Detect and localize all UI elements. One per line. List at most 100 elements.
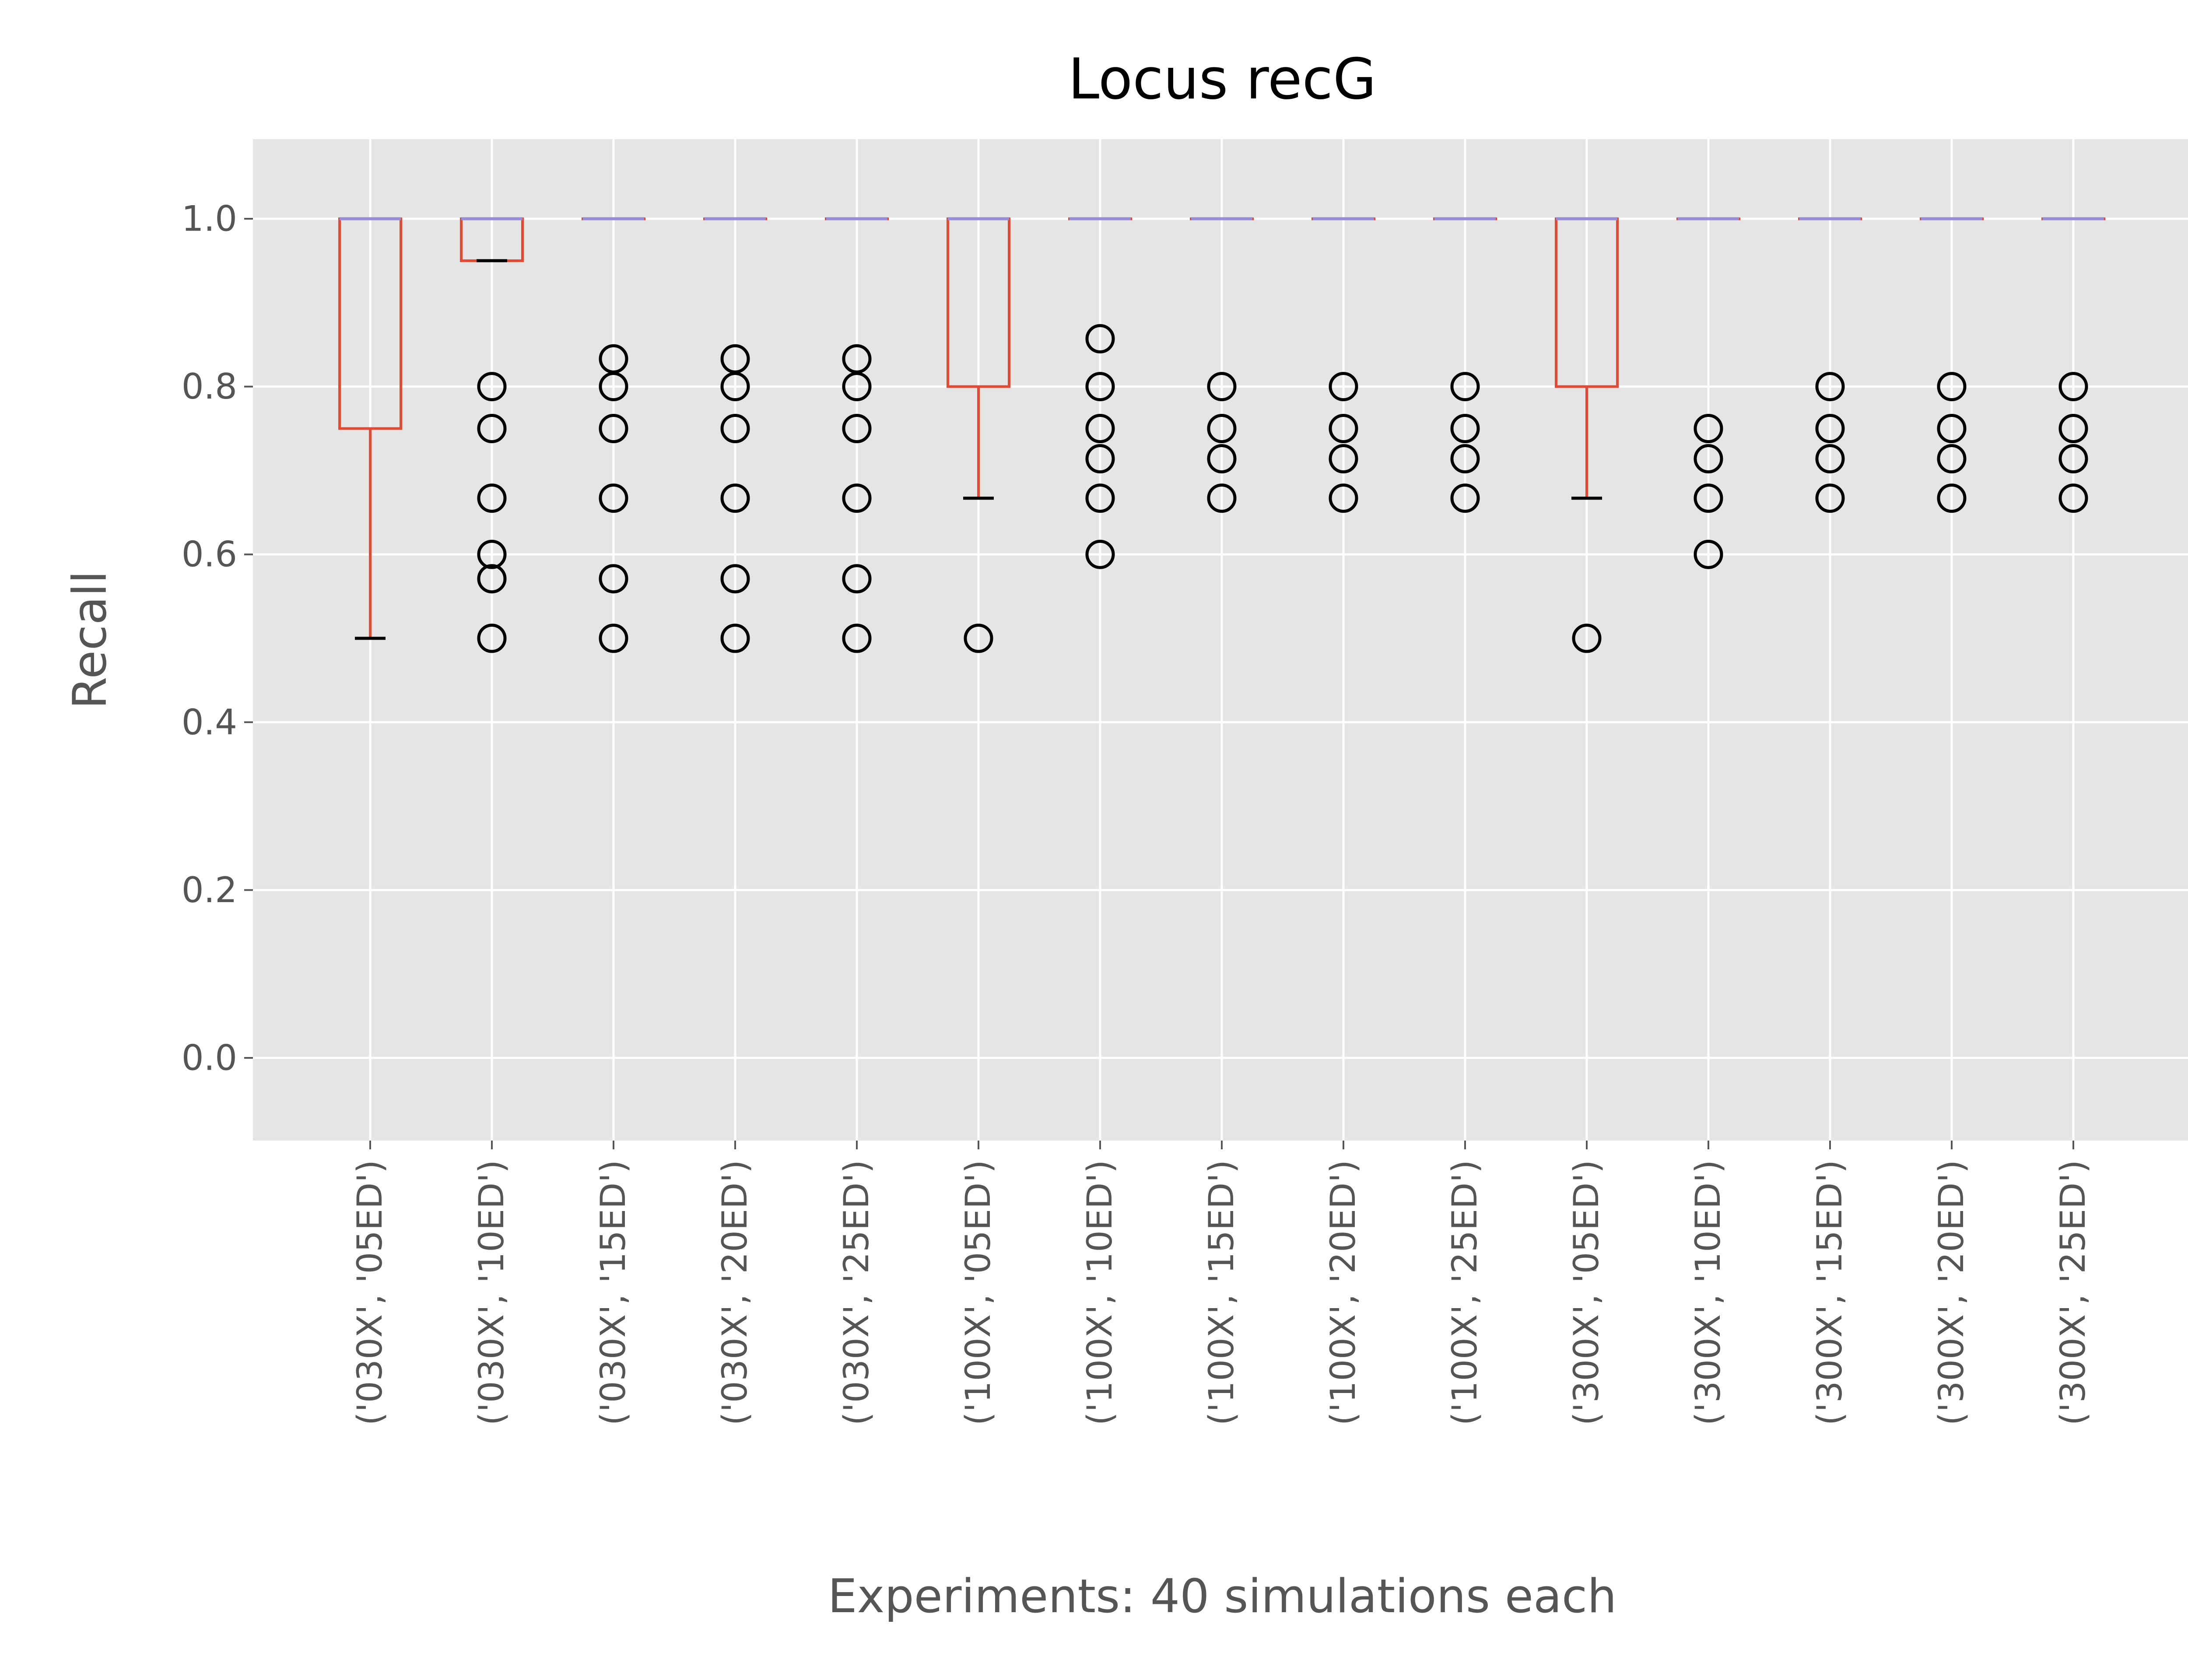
flier-point — [599, 483, 628, 513]
box-group — [1555, 217, 1619, 653]
x-tick-label: ('030X', '05ED') — [351, 1160, 390, 1425]
x-tick-label: ('030X', '25ED') — [837, 1160, 877, 1425]
x-axis-label: Experiments: 40 simulations each — [828, 1569, 1617, 1623]
flier-point — [599, 414, 628, 443]
flier-point — [842, 564, 872, 594]
flier-point — [599, 623, 628, 653]
flier-point — [720, 623, 750, 653]
flier-point — [1450, 414, 1480, 443]
flier-point — [720, 564, 750, 594]
flier-point — [1450, 372, 1480, 402]
y-tick-label: 0.0 — [182, 1038, 237, 1078]
flier-point — [1085, 539, 1115, 569]
y-tick-label: 0.2 — [182, 870, 237, 910]
chart-title: Locus recG — [1068, 47, 1376, 112]
flier-point — [477, 564, 507, 594]
flier-point — [477, 539, 507, 569]
x-tick-label: ('100X', '05ED') — [959, 1160, 998, 1425]
flier-point — [477, 483, 507, 513]
flier-point — [1207, 444, 1237, 474]
x-tick-label: ('300X', '05ED') — [1567, 1160, 1606, 1425]
flier-point — [1207, 372, 1237, 402]
x-tick-label: ('030X', '20ED') — [715, 1160, 755, 1425]
flier-point — [477, 414, 507, 443]
flier-point — [842, 483, 872, 513]
flier-point — [1450, 444, 1480, 474]
x-tick-label: ('030X', '10ED') — [472, 1160, 512, 1425]
x-tick-label: ('300X', '20ED') — [1932, 1160, 1971, 1425]
flier-point — [1815, 372, 1845, 402]
y-axis: 0.0 0.2 0.4 0.6 0.8 1.0 — [182, 199, 253, 1078]
x-tick-label: ('300X', '10ED') — [1689, 1160, 1728, 1425]
flier-point — [1329, 414, 1358, 443]
flier-point — [1937, 444, 1967, 474]
flier-point — [1694, 444, 1723, 474]
flier-point — [1085, 372, 1115, 402]
flier-point — [720, 483, 750, 513]
flier-point — [2058, 372, 2088, 402]
flier-point — [1694, 483, 1723, 513]
box-group — [1798, 217, 1862, 513]
flier-point — [2058, 444, 2088, 474]
y-tick-label: 1.0 — [182, 199, 237, 239]
box-group — [1311, 217, 1375, 513]
x-tick-label: ('100X', '25ED') — [1445, 1160, 1485, 1425]
flier-point — [1207, 414, 1237, 443]
flier-point — [720, 372, 750, 402]
grid — [253, 139, 2188, 1141]
flier-point — [1572, 623, 1602, 653]
flier-point — [2058, 483, 2088, 513]
flier-point — [1085, 414, 1115, 443]
box-group — [1676, 217, 1740, 569]
y-tick-label: 0.8 — [182, 366, 237, 407]
flier-point — [1694, 539, 1723, 569]
flier-point — [1815, 444, 1845, 474]
flier-point — [477, 623, 507, 653]
flier-point — [842, 623, 872, 653]
flier-point — [1815, 414, 1845, 443]
flier-point — [599, 564, 628, 594]
flier-point — [1937, 372, 1967, 402]
flier-point — [477, 372, 507, 402]
flier-point — [1815, 483, 1845, 513]
flier-point — [1207, 483, 1237, 513]
x-tick-label: ('300X', '15ED') — [1810, 1160, 1850, 1425]
y-tick-label: 0.4 — [182, 702, 237, 742]
x-tick-label: ('100X', '10ED') — [1080, 1160, 1120, 1425]
flier-point — [1085, 483, 1115, 513]
box-group — [460, 217, 524, 653]
flier-point — [1937, 483, 1967, 513]
box-group — [582, 217, 645, 653]
boxes — [338, 217, 2105, 653]
box-group — [1920, 217, 1984, 513]
x-tick-label: ('100X', '20ED') — [1324, 1160, 1363, 1425]
flier-point — [1085, 324, 1115, 354]
plot-area — [253, 139, 2188, 1141]
x-tick-label: ('300X', '25ED') — [2054, 1160, 2093, 1425]
box-group — [703, 217, 767, 653]
flier-point — [1329, 444, 1358, 474]
flier-point — [2058, 414, 2088, 443]
y-tick-label: 0.6 — [182, 534, 237, 575]
flier-point — [1694, 414, 1723, 443]
flier-point — [1329, 483, 1358, 513]
flier-point — [599, 372, 628, 402]
box-group — [825, 217, 889, 653]
box-group — [1433, 217, 1497, 513]
flier-point — [720, 414, 750, 443]
box-group — [1068, 217, 1132, 569]
y-axis-label: Recall — [63, 570, 117, 709]
box-group — [1190, 217, 1254, 513]
flier-point — [1085, 444, 1115, 474]
x-axis: ('030X', '05ED') ('030X', '10ED') ('030X',… — [351, 1141, 2093, 1425]
x-tick-label: ('030X', '15ED') — [594, 1160, 633, 1425]
x-tick-label: ('100X', '15ED') — [1202, 1160, 1241, 1425]
box-group — [2041, 217, 2105, 513]
box-group — [947, 217, 1010, 653]
flier-point — [1937, 414, 1967, 443]
flier-point — [842, 372, 872, 402]
box-group — [338, 217, 402, 640]
flier-point — [1450, 483, 1480, 513]
flier-point — [964, 623, 993, 653]
